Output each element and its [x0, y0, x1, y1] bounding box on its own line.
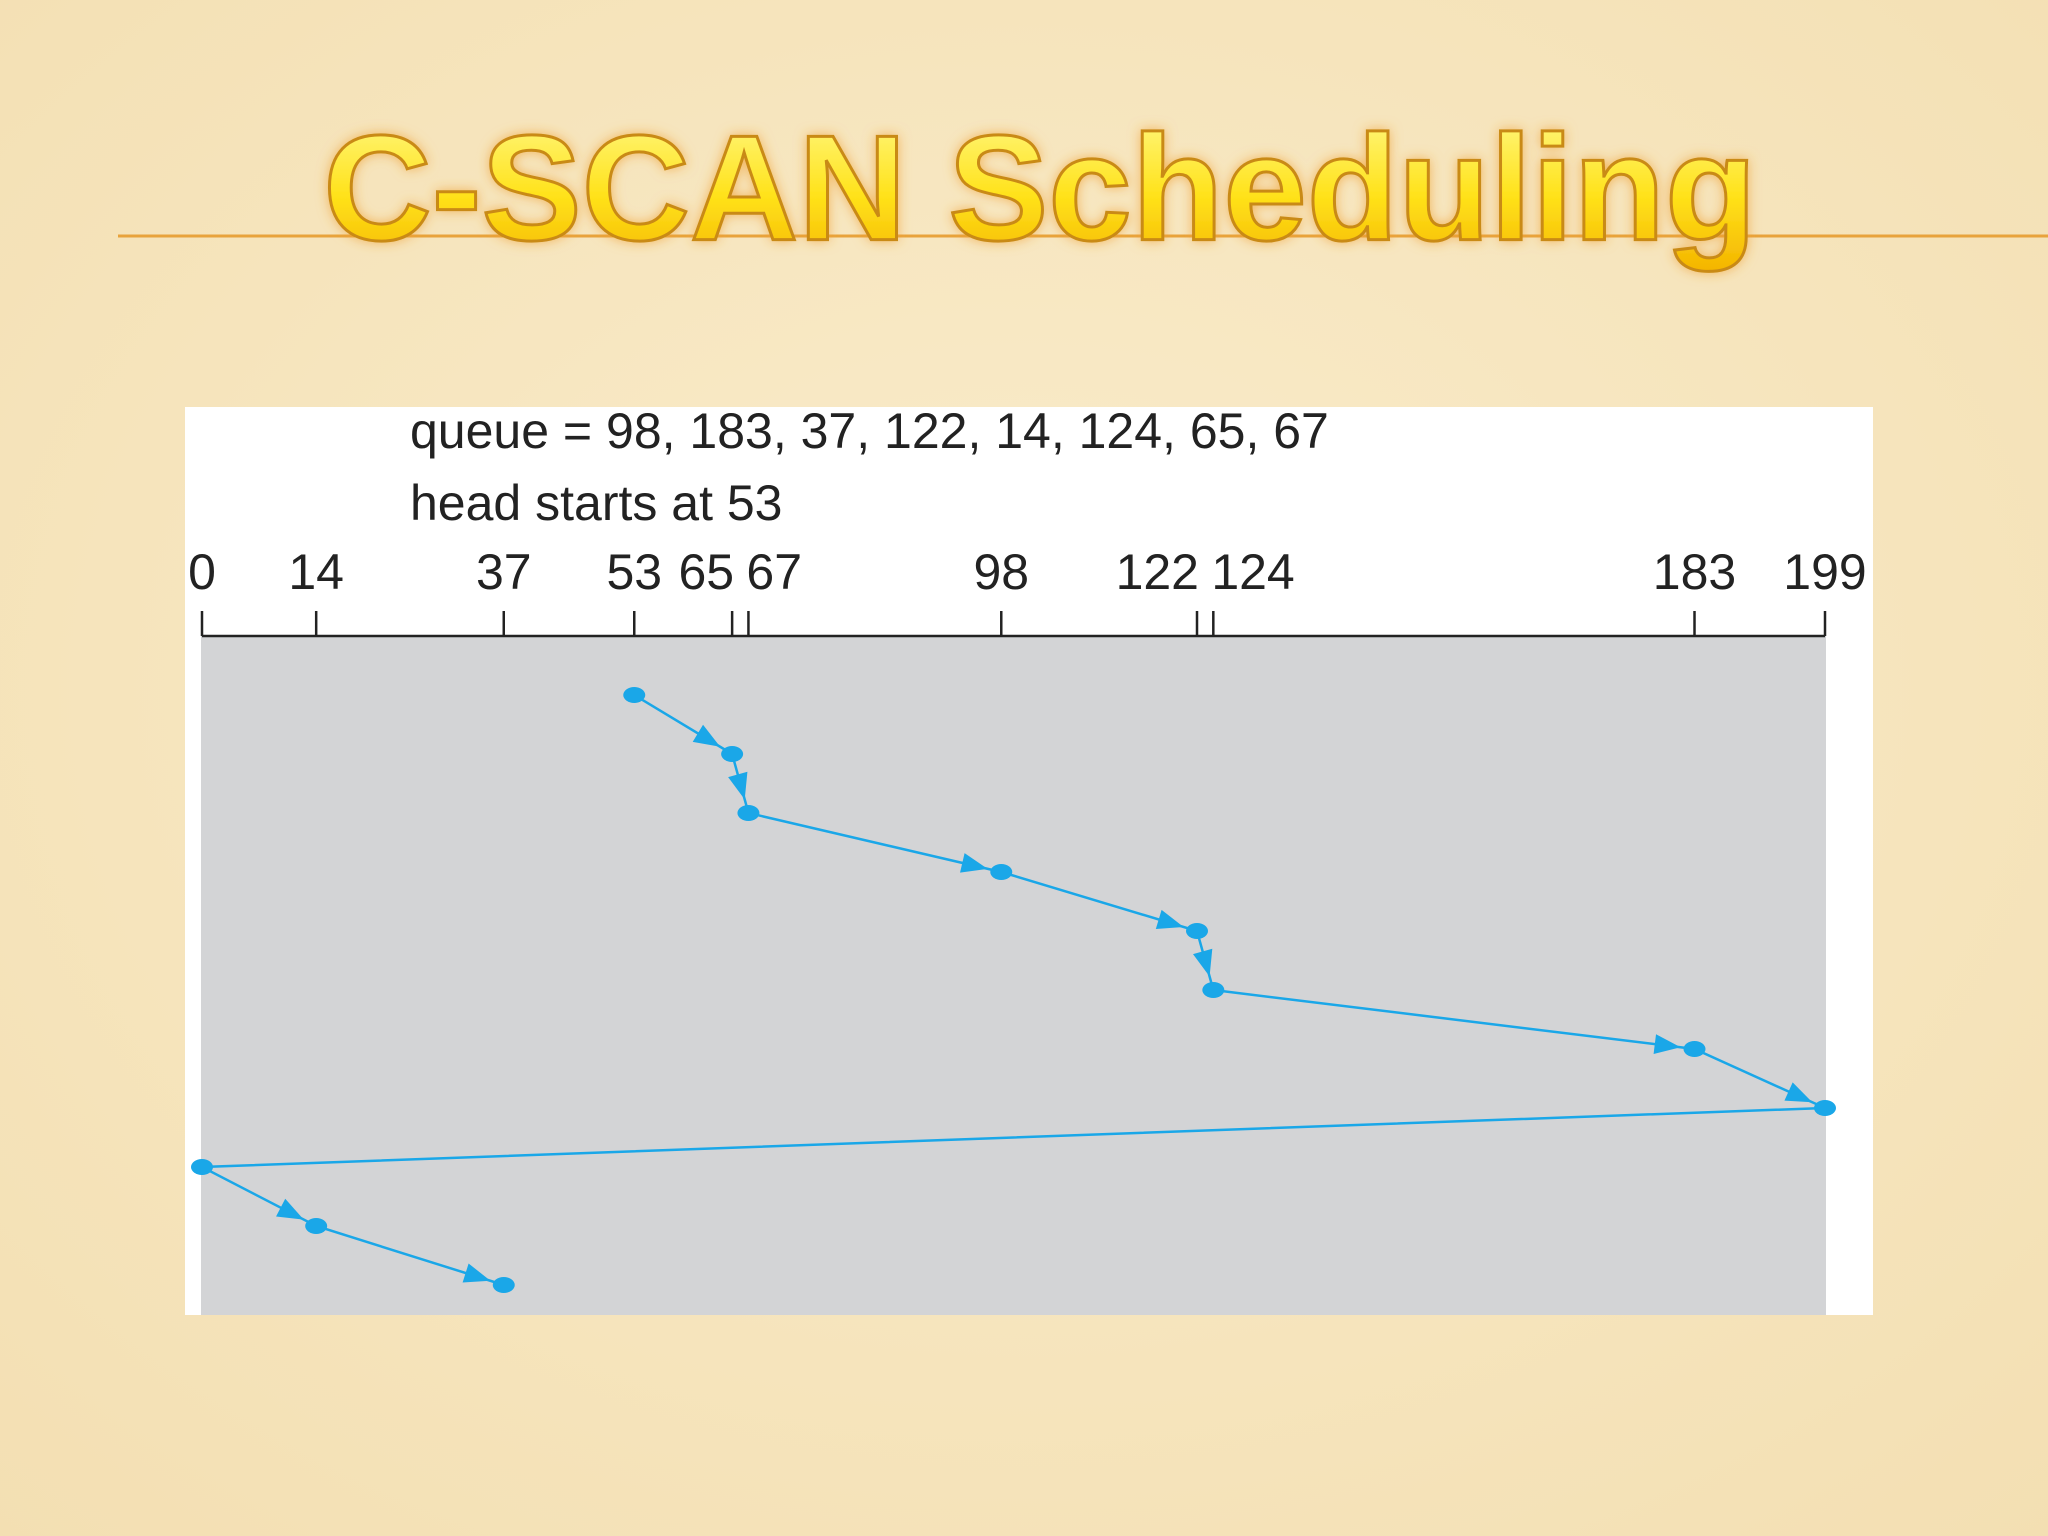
- x-tick-label: 37: [476, 544, 532, 600]
- x-tick-label: 98: [973, 544, 1029, 600]
- arrowhead: [1193, 948, 1213, 977]
- x-tick-label: 65: [679, 544, 735, 600]
- slide-title: C-SCAN Scheduling: [323, 104, 1756, 272]
- head-position: [721, 746, 744, 762]
- head-position: [1202, 982, 1225, 998]
- head-position: [737, 805, 760, 821]
- plot-area: [201, 636, 1826, 1315]
- queue-text: queue = 98, 183, 37, 122, 14, 124, 65, 6…: [410, 403, 1329, 459]
- x-tick-label: 53: [606, 544, 662, 600]
- arrowhead: [692, 724, 721, 747]
- x-tick-label: 14: [288, 544, 344, 600]
- x-tick-label: 67: [746, 544, 802, 600]
- arrowhead: [728, 771, 748, 800]
- x-tick-label: 122: [1116, 544, 1199, 600]
- head-position: [990, 864, 1013, 880]
- x-tick-label: 124: [1211, 544, 1294, 600]
- head-text: head starts at 53: [410, 475, 782, 531]
- x-tick-label: 0: [188, 544, 216, 600]
- head-position: [1814, 1100, 1836, 1116]
- x-tick-label: 199: [1783, 544, 1866, 600]
- head-position: [623, 687, 646, 703]
- arrowhead: [462, 1263, 491, 1283]
- arrowhead: [1653, 1034, 1681, 1055]
- x-tick-label: 183: [1653, 544, 1736, 600]
- head-position: [1186, 923, 1209, 939]
- head-position: [191, 1159, 213, 1175]
- head-position: [492, 1277, 515, 1293]
- arrowhead: [1784, 1082, 1813, 1103]
- head-position: [305, 1218, 328, 1234]
- arrowhead: [960, 853, 988, 873]
- head-position: [1683, 1041, 1706, 1057]
- arrowhead: [276, 1198, 304, 1220]
- arrowhead: [1155, 909, 1184, 930]
